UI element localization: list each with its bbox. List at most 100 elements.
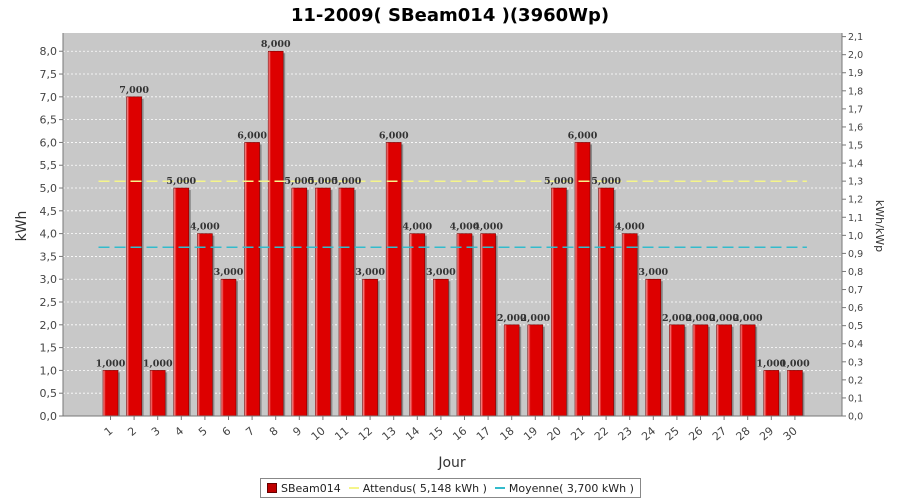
- data-label: 2,000: [709, 313, 739, 324]
- bar: [102, 370, 119, 417]
- y2-tick-label: 2,1: [848, 32, 863, 43]
- legend: SBeam014 Attendus( 5,148 kWh ) Moyenne( …: [260, 478, 641, 498]
- data-label: 6,000: [237, 130, 267, 141]
- data-label: 6,000: [568, 130, 598, 141]
- bar: [315, 187, 331, 417]
- data-label: 5,000: [332, 176, 362, 187]
- x-tick-label: 5: [196, 424, 210, 438]
- bar: [692, 324, 709, 417]
- bar: [409, 233, 426, 417]
- reference-lines: [98, 180, 807, 249]
- y2-tick-label: 1,4: [848, 159, 863, 170]
- x-tick-label: 2: [125, 424, 139, 438]
- x-tick-label: 30: [781, 424, 800, 443]
- y-tick-label: 1,0: [40, 364, 58, 377]
- y-tick-label: 8,0: [40, 45, 58, 58]
- y2-tick-label: 0,7: [848, 285, 863, 296]
- y2-tick-label: 1,8: [848, 86, 863, 97]
- y-tick-label: 3,0: [40, 273, 58, 286]
- x-tick-label: 8: [267, 424, 281, 438]
- y2-tick-label: 0,3: [848, 357, 863, 368]
- data-label: 1,000: [756, 358, 786, 369]
- bar: [551, 187, 567, 417]
- y2-tick-label: 2,0: [848, 50, 863, 61]
- data-label: 4,000: [615, 222, 645, 233]
- y-tick-label: 7,5: [40, 68, 58, 81]
- x-tick-label: 18: [498, 424, 517, 443]
- data-labels: 1,000 7,000 1,000 5,000 4,000 3,000 6,000 8,000…: [96, 39, 811, 369]
- data-label: 5,000: [591, 176, 621, 187]
- x-tick-label: 13: [380, 424, 399, 443]
- bar: [197, 233, 213, 417]
- bar: [503, 324, 520, 417]
- gridlines: [63, 50, 842, 417]
- bar: [669, 324, 685, 417]
- bar: [433, 278, 449, 417]
- legend-swatch-attendus: [348, 487, 359, 489]
- legend-label-attendus: Attendus( 5,148 kWh ): [362, 481, 487, 495]
- x-tick-label: 11: [332, 424, 351, 443]
- bar: [598, 187, 614, 417]
- bar: [787, 370, 803, 417]
- y2-tick-label: 1,7: [848, 104, 863, 115]
- data-label: 4,000: [190, 222, 220, 233]
- data-label: 2,000: [662, 313, 692, 324]
- x-tick-label: 4: [173, 424, 187, 438]
- y-tick-label: 4,5: [40, 205, 58, 218]
- x-tick-label: 29: [757, 424, 776, 443]
- legend-label-bars: SBeam014: [281, 481, 341, 495]
- data-label: 2,000: [497, 313, 527, 324]
- bar: [716, 324, 732, 417]
- data-label: 8,000: [261, 39, 291, 50]
- y2-tick-label: 1,3: [848, 177, 863, 188]
- data-label: 6,000: [379, 130, 409, 141]
- bar: [621, 233, 638, 417]
- y2-tick-label: 1,2: [848, 195, 863, 206]
- legend-item-attendus: Attendus( 5,148 kWh ): [348, 481, 487, 495]
- data-label: 3,000: [355, 267, 385, 278]
- x-tick-label: 25: [663, 424, 682, 443]
- x-tick-label: 26: [686, 424, 705, 443]
- data-label: 7,000: [119, 85, 149, 96]
- bar: [173, 187, 190, 417]
- y2-tick-label: 0,9: [848, 249, 863, 260]
- x-tick-label: 27: [710, 424, 729, 443]
- data-label: 4,000: [402, 222, 432, 233]
- y2-tick-label: 0,4: [848, 339, 863, 350]
- bar: [456, 233, 473, 417]
- y-tick-label: 5,5: [40, 159, 58, 172]
- data-label: 3,000: [426, 267, 456, 278]
- y2-tick-label: 0,8: [848, 267, 863, 278]
- data-label: 3,000: [214, 267, 244, 278]
- bar: [220, 278, 237, 417]
- data-label: 1,000: [780, 358, 810, 369]
- data-label: 1,000: [143, 358, 173, 369]
- y-tick-label: 5,0: [40, 182, 58, 195]
- x-tick-label: 22: [592, 424, 611, 443]
- bar: [267, 50, 284, 417]
- legend-item-bars: SBeam014: [267, 482, 341, 495]
- y2-axis-title: kWh/kWp: [873, 200, 886, 252]
- bar: [480, 233, 496, 417]
- bar: [244, 142, 260, 417]
- x-tick-label: 7: [243, 424, 257, 438]
- y2-tick-label: 1,6: [848, 122, 863, 133]
- chart-title: 11-2009( SBeam014 )(3960Wp): [291, 5, 609, 26]
- x-axis-title: Jour: [437, 455, 466, 471]
- y2-tick-label: 0,0: [848, 412, 863, 423]
- bar: [763, 370, 780, 417]
- data-label: 5,000: [308, 176, 338, 187]
- x-tick-label: 23: [616, 424, 635, 443]
- x-tick-label: 3: [149, 424, 163, 438]
- y-tick-label: 2,0: [40, 319, 58, 332]
- x-tick-label: 17: [474, 424, 493, 443]
- x-tick-label: 6: [220, 424, 234, 438]
- x-tick-label: 14: [403, 424, 422, 443]
- data-label: 4,000: [450, 222, 480, 233]
- x-tick-label: 24: [639, 424, 658, 443]
- x-tick-label: 9: [291, 424, 305, 438]
- bar: [149, 370, 166, 417]
- bar: [126, 96, 142, 417]
- y2-tick-label: 1,5: [848, 141, 863, 152]
